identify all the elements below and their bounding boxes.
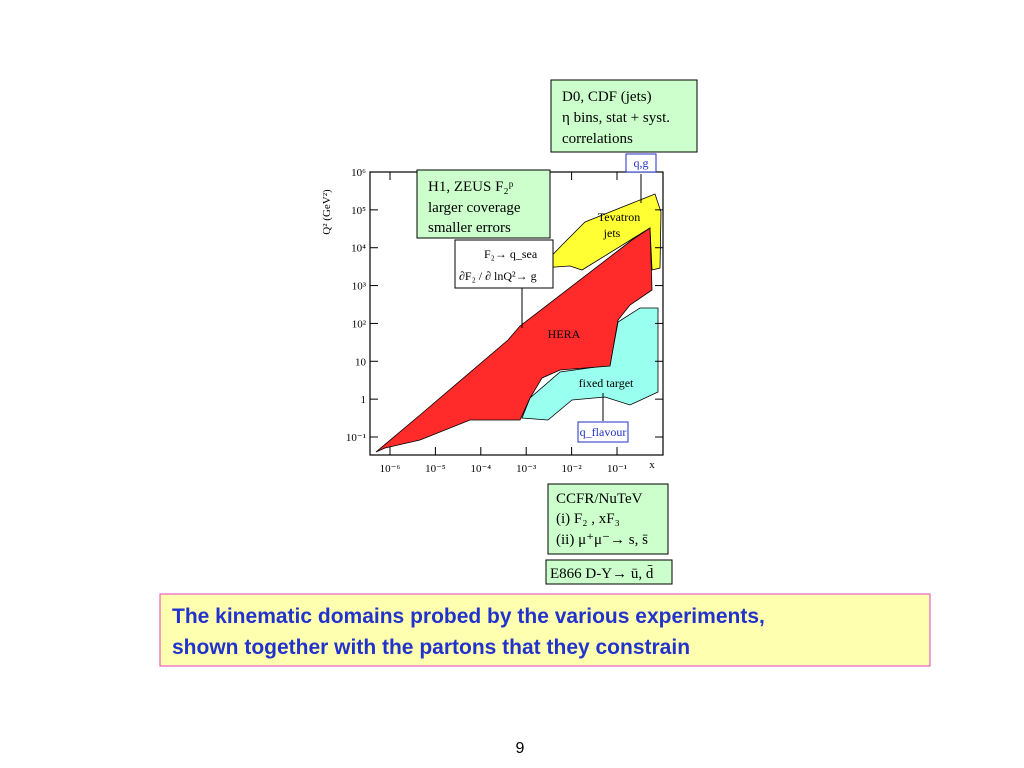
box-text: (ii) μ⁺μ⁻→ s, s̄	[556, 532, 648, 548]
x-tick-label: 10⁻⁵	[425, 463, 446, 475]
box-text: (i) F₂ , xF₃	[556, 511, 620, 527]
x-tick-label: 10⁻¹	[607, 463, 627, 475]
box-text: CCFR/NuTeV	[556, 491, 643, 507]
y-tick-label: 10³	[352, 281, 367, 293]
y-tick-label: 10⁵	[351, 205, 366, 217]
box-text: ∂F₂ / ∂ lnQ²→ g	[459, 269, 537, 283]
ccfr-box	[547, 483, 669, 555]
d0-box	[550, 79, 698, 153]
y-tick-label: 10⁻¹	[346, 432, 366, 444]
qflavour-box	[577, 421, 629, 443]
region-label: HERA	[548, 327, 581, 341]
box-text: D0, CDF (jets)	[562, 89, 652, 105]
f2-box	[454, 239, 554, 289]
x-axis-label: x	[649, 459, 655, 471]
y-tick-label: 10	[355, 356, 367, 368]
box-text: H1, ZEUS F₂ᵖ	[428, 179, 514, 195]
caption-box	[159, 593, 931, 667]
box-text: F₂→ q_sea	[484, 247, 538, 261]
tevatron-region	[538, 193, 662, 271]
y-tick-label: 1	[361, 394, 367, 406]
box-text: q,g	[634, 156, 649, 170]
box-text: smaller errors	[428, 220, 511, 236]
y-tick-label: 10⁴	[351, 243, 366, 255]
region-label: Tevatron	[598, 210, 640, 224]
qg-box	[625, 153, 657, 173]
box-text: q_flavour	[580, 425, 627, 439]
y-axis-label: Q² (GeV²)	[321, 189, 333, 235]
y-tick-label: 10²	[352, 318, 367, 330]
x-tick-label: 10⁻³	[516, 463, 537, 475]
y-tick-label: 10⁶	[351, 167, 366, 179]
box-text: correlations	[562, 131, 633, 147]
arrows	[521, 174, 642, 421]
h1-box	[416, 169, 551, 239]
caption: shown together with the partons that the…	[172, 636, 690, 659]
box-text: larger coverage	[428, 200, 521, 216]
e866-box	[545, 559, 673, 585]
page-number: 9	[516, 740, 525, 757]
box-text: E866 D-Y→ ū, d̄	[550, 566, 654, 582]
hera-region	[375, 227, 653, 453]
caption: The kinematic domains probed by the vari…	[172, 605, 765, 628]
region-label: jets	[603, 226, 621, 240]
region-label: fixed target	[579, 376, 634, 390]
x-tick-label: 10⁻²	[562, 463, 583, 475]
x-tick-label: 10⁻⁴	[470, 463, 491, 475]
x-tick-label: 10⁻⁶	[380, 463, 401, 475]
fixed-target-region	[521, 307, 659, 421]
box-text: η bins, stat + syst.	[562, 110, 670, 126]
